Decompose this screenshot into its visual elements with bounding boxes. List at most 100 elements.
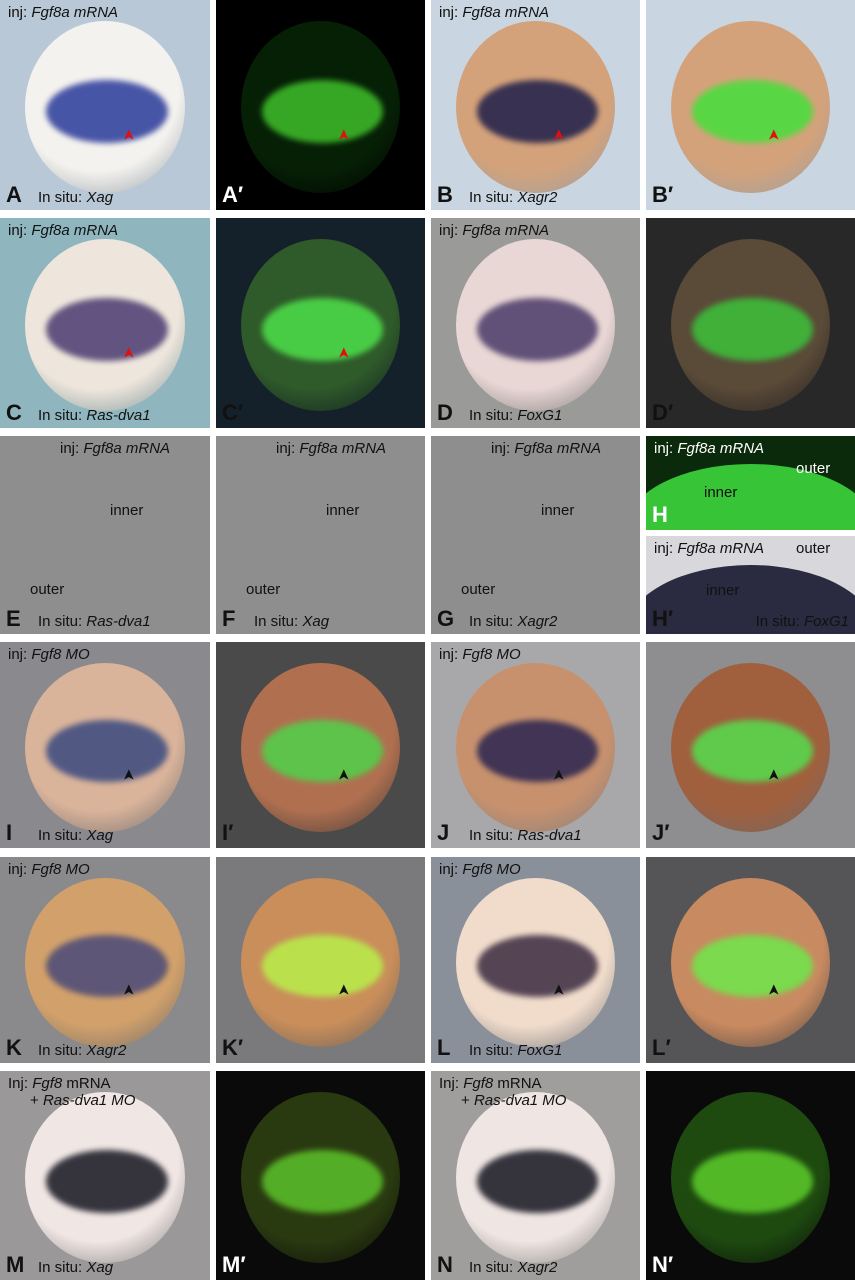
- figure-panel-n-prime: N′: [646, 1071, 855, 1280]
- figure-panel-m: Inj: Fgf8 mRNA + Ras-dva1 MO In situ: Xag M: [0, 1071, 210, 1280]
- tissue-section: [0, 436, 210, 634]
- panel-letter: A′: [222, 182, 244, 207]
- panel-letter: K: [6, 1035, 22, 1060]
- injection-suffix: mRNA: [493, 1075, 542, 1092]
- panel-letter: L: [437, 1035, 451, 1060]
- injection-label: inj: Fgf8 MO: [8, 646, 90, 663]
- panel-letter: J: [437, 820, 450, 845]
- injection-label: inj: Fgf8a mRNA: [491, 440, 601, 457]
- figure-panel-k-prime: ➤ K′: [216, 857, 425, 1063]
- injection-agent: Fgf8 MO: [31, 861, 90, 878]
- injection-line2-agent: Ras-dva1 MO: [42, 1092, 136, 1109]
- expression-region: [46, 79, 168, 143]
- injection-prefix: inj:: [8, 222, 32, 239]
- injection-agent: Fgf8a mRNA: [462, 4, 550, 21]
- injection-agent: Fgf8: [463, 1075, 494, 1092]
- expression-region: [46, 297, 168, 361]
- arrowhead-icon: ➤: [550, 768, 568, 781]
- injection-prefix: inj:: [654, 540, 678, 557]
- in-situ-probe: Ras-dva1: [517, 827, 582, 844]
- tissue-section: [646, 464, 855, 530]
- arrowhead-icon: ➤: [765, 128, 783, 142]
- in-situ-label: In situ: Ras-dva1: [38, 407, 151, 424]
- layer-label-inner: inner: [706, 582, 740, 599]
- panel-letter: B′: [652, 182, 674, 207]
- in-situ-prefix: In situ:: [38, 827, 87, 844]
- in-situ-label: In situ: Xagr2: [469, 613, 557, 630]
- expression-region: [476, 935, 599, 998]
- expression-region: [476, 297, 599, 361]
- layer-label-inner: inner: [541, 502, 575, 519]
- in-situ-prefix: In situ:: [38, 189, 87, 206]
- injection-suffix: mRNA: [62, 1075, 111, 1092]
- figure-panel-e: inj: Fgf8a mRNA In situ: Ras-dva1 inner out…: [0, 436, 210, 634]
- panel-letter: N′: [652, 1252, 674, 1277]
- in-situ-probe: Xagr2: [517, 613, 558, 630]
- figure-panel-m-prime: M′: [216, 1071, 425, 1280]
- in-situ-prefix: In situ:: [469, 407, 518, 424]
- in-situ-prefix: In situ:: [38, 1259, 87, 1276]
- arrowhead-icon: ➤: [765, 983, 783, 996]
- injection-agent: Fgf8a mRNA: [462, 222, 550, 239]
- in-situ-label: In situ: Xagr2: [38, 1042, 126, 1059]
- in-situ-probe: Ras-dva1: [86, 613, 151, 630]
- in-situ-probe: Xagr2: [86, 1042, 127, 1059]
- in-situ-label: In situ: Xag: [38, 1259, 113, 1276]
- in-situ-label: In situ: Ras-dva1: [38, 613, 151, 630]
- layer-label-outer: outer: [796, 540, 831, 557]
- arrowhead-icon: ➤: [120, 128, 138, 142]
- in-situ-probe: Xag: [86, 189, 114, 206]
- expression-region: [476, 1150, 599, 1214]
- arrowhead-icon: ➤: [335, 983, 353, 996]
- figure-panel-b-prime: ➤ B′: [646, 0, 855, 210]
- injection-label: inj: Fgf8a mRNA: [8, 4, 118, 21]
- in-situ-probe: Xagr2: [517, 1259, 558, 1276]
- in-situ-label: In situ: Xag: [38, 189, 113, 206]
- injection-prefix: inj:: [439, 4, 463, 21]
- panel-letter: A: [6, 182, 22, 207]
- panel-letter: H′: [652, 606, 674, 631]
- panel-letter: K′: [222, 1035, 244, 1060]
- tissue-section: [431, 436, 640, 634]
- panel-letter: L′: [652, 1035, 671, 1060]
- panel-letter: M: [6, 1252, 25, 1277]
- panel-letter: D′: [652, 400, 674, 425]
- layer-label-outer: outer: [246, 581, 281, 598]
- injection-prefix: inj:: [654, 440, 678, 457]
- panel-letter: I′: [222, 820, 234, 845]
- arrowhead-icon: ➤: [120, 983, 138, 996]
- arrowhead-icon: ➤: [120, 768, 138, 781]
- layer-label-inner: inner: [704, 484, 738, 501]
- in-situ-probe: FoxG1: [517, 1042, 563, 1059]
- figure-panel-g: inj: Fgf8a mRNA In situ: Xagr2 inner outer G: [431, 436, 640, 634]
- in-situ-probe: Xag: [86, 1259, 114, 1276]
- tissue-section: [216, 436, 425, 634]
- in-situ-label: In situ: Xag: [254, 613, 329, 630]
- injection-label: inj: Fgf8 MO: [439, 861, 521, 878]
- injection-agent: Fgf8 MO: [462, 646, 521, 663]
- figure-panel-a-prime: ➤ A′: [216, 0, 425, 210]
- injection-line2: + Ras-dva1 MO: [8, 1092, 135, 1109]
- figure-panel-k: ➤ inj: Fgf8 MO In situ: Xagr2 K: [0, 857, 210, 1063]
- expression-region: [46, 1150, 168, 1214]
- arrowhead-icon: ➤: [335, 768, 353, 781]
- tissue-section: [646, 565, 855, 634]
- injection-label: Inj: Fgf8 mRNA + Ras-dva1 MO: [8, 1075, 135, 1109]
- injection-prefix: inj:: [8, 861, 32, 878]
- arrowhead-icon: ➤: [765, 768, 783, 781]
- expression-region: [691, 297, 814, 361]
- injection-line2-agent: Ras-dva1 MO: [473, 1092, 567, 1109]
- figure-panel-n: Inj: Fgf8 mRNA + Ras-dva1 MO In situ: Xagr…: [431, 1071, 640, 1280]
- in-situ-prefix: In situ:: [254, 613, 303, 630]
- injection-prefix: Inj:: [439, 1075, 464, 1092]
- injection-prefix: inj:: [276, 440, 300, 457]
- figure-panel-d-prime: D′: [646, 218, 855, 428]
- panel-letter: H: [652, 502, 668, 527]
- expression-region: [261, 297, 384, 361]
- panel-letter: I: [6, 820, 13, 845]
- injection-label: Inj: Fgf8 mRNA + Ras-dva1 MO: [439, 1075, 566, 1109]
- in-situ-label: In situ: FoxG1: [469, 1042, 562, 1059]
- injection-agent: Fgf8a mRNA: [83, 440, 171, 457]
- injection-prefix: inj:: [8, 646, 32, 663]
- in-situ-prefix: In situ:: [469, 189, 518, 206]
